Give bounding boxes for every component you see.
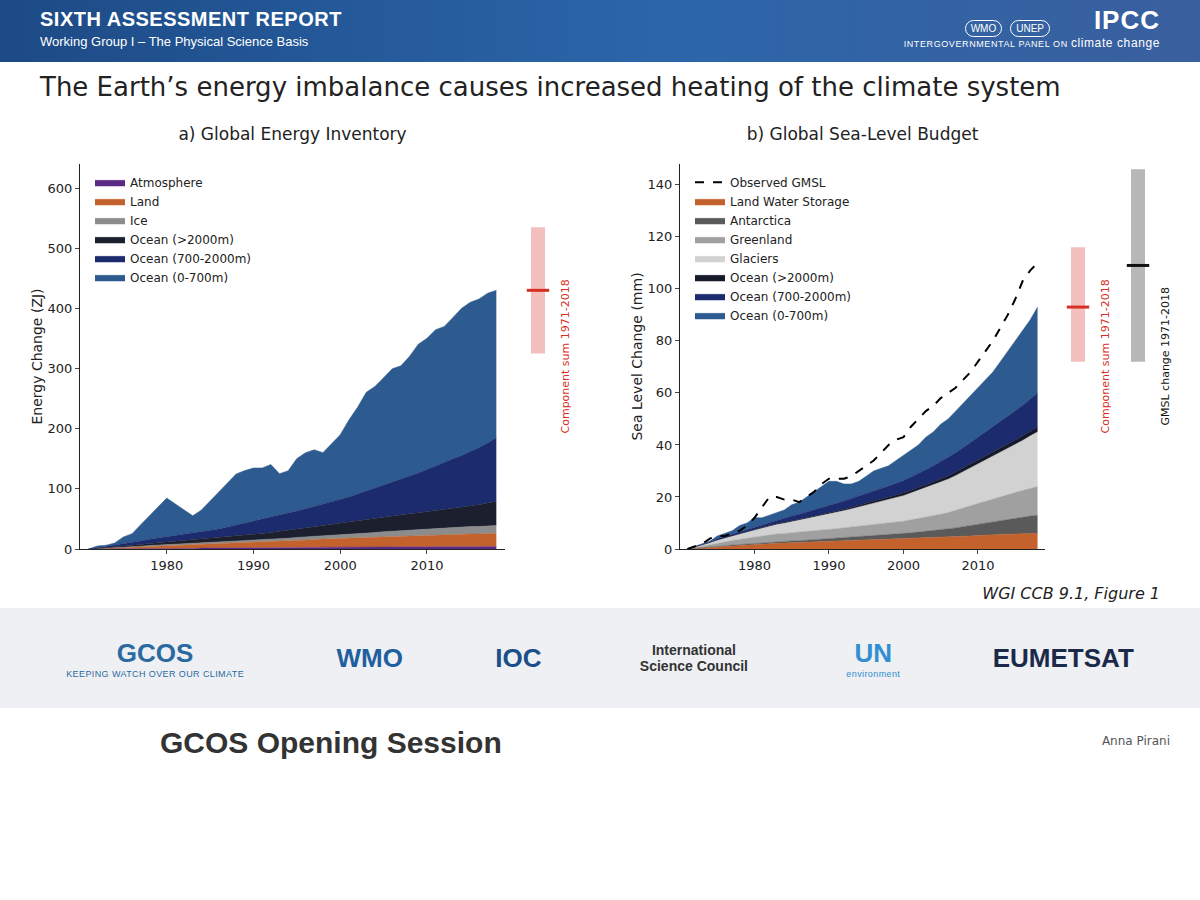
html-text:KEEPING WATCH OVER OUR CLIMATE: KEEPING WATCH OVER OUR CLIMATE — [66, 668, 245, 679]
svg-text:20: 20 — [656, 490, 673, 505]
svg-text:Ocean (>2000m): Ocean (>2000m) — [130, 233, 234, 247]
svg-text:Sea Level Change (mm): Sea Level Change (mm) — [629, 272, 645, 440]
svg-text:2010: 2010 — [961, 558, 994, 573]
html-text:SIXTH ASSESSMENT REPORT: SIXTH ASSESSMENT REPORT — [40, 8, 342, 30]
html-text:INTERGOVERNMENTAL PANEL ON cli: INTERGOVERNMENTAL PANEL ON climate chang… — [903, 36, 1160, 50]
svg-text:200: 200 — [48, 421, 73, 436]
html-text:IOC: IOC — [495, 642, 542, 673]
svg-text:Antarctica: Antarctica — [730, 214, 791, 228]
svg-text:Ocean (700-2000m): Ocean (700-2000m) — [130, 252, 251, 266]
svg-text:Ocean (0-700m): Ocean (0-700m) — [130, 271, 228, 285]
svg-text:Land: Land — [130, 195, 159, 209]
svg-text:0: 0 — [664, 542, 672, 557]
svg-text:120: 120 — [648, 229, 673, 244]
html-text:WMO: WMO — [970, 23, 997, 34]
html-text:UN: UN — [854, 637, 893, 668]
html-text:WGI CCB 9.1, Figure 1: WGI CCB 9.1, Figure 1 — [982, 584, 1160, 603]
svg-text:400: 400 — [48, 301, 73, 316]
svg-text:Component sum 1971-2018: Component sum 1971-2018 — [559, 279, 572, 433]
svg-text:2010: 2010 — [410, 558, 443, 573]
html-text:GCOS Opening Session: GCOS Opening Session — [160, 726, 502, 759]
html-text:Working Group I – The Physical: Working Group I – The Physical Science B… — [40, 34, 309, 49]
svg-text:Atmosphere: Atmosphere — [130, 176, 203, 190]
html-text:EUMETSAT: EUMETSAT — [992, 642, 1134, 673]
svg-text:Component sum 1971-2018: Component sum 1971-2018 — [1099, 279, 1112, 433]
svg-text:2000: 2000 — [887, 558, 920, 573]
svg-text:300: 300 — [48, 361, 73, 376]
svg-text:Ice: Ice — [130, 214, 148, 228]
svg-text:80: 80 — [656, 333, 673, 348]
svg-text:60: 60 — [656, 385, 673, 400]
svg-text:Ocean (>2000m): Ocean (>2000m) — [730, 271, 834, 285]
svg-text:Ocean (700-2000m): Ocean (700-2000m) — [730, 290, 851, 304]
html-text:Anna Pirani: Anna Pirani — [1101, 734, 1170, 748]
svg-text:Greenland: Greenland — [730, 233, 792, 247]
svg-text:Land Water Storage: Land Water Storage — [730, 195, 849, 209]
html-text:UNEP: UNEP — [1016, 23, 1044, 34]
svg-text:Energy Change (ZJ): Energy Change (ZJ) — [29, 288, 45, 424]
svg-text:140: 140 — [648, 177, 673, 192]
svg-text:Glaciers: Glaciers — [730, 252, 779, 266]
svg-text:500: 500 — [48, 241, 73, 256]
svg-text:100: 100 — [48, 481, 73, 496]
svg-text:1980: 1980 — [150, 558, 183, 573]
svg-text:2000: 2000 — [324, 558, 357, 573]
svg-text:a) Global Energy Inventory: a) Global Energy Inventory — [178, 124, 406, 144]
svg-text:Observed GMSL: Observed GMSL — [730, 176, 826, 190]
svg-text:40: 40 — [656, 438, 673, 453]
svg-text:0: 0 — [64, 542, 72, 557]
svg-text:b) Global Sea-Level Budget: b) Global Sea-Level Budget — [747, 124, 979, 144]
svg-text:1980: 1980 — [738, 558, 771, 573]
html-text:The Earth’s energy imbalance c: The Earth’s energy imbalance causes incr… — [40, 72, 1061, 102]
html-text:GCOS: GCOS — [116, 637, 194, 668]
html-text:environment: environment — [846, 668, 901, 679]
svg-text:GMSL change 1971-2018: GMSL change 1971-2018 — [1159, 287, 1172, 426]
html-text:IPCC: IPCC — [1093, 5, 1160, 35]
svg-text:600: 600 — [48, 181, 73, 196]
html-text:International Science Council: International Science Council — [639, 642, 748, 674]
svg-text:Ocean (0-700m): Ocean (0-700m) — [730, 309, 828, 323]
html-text:WMO: WMO — [336, 642, 403, 673]
svg-text:1990: 1990 — [812, 558, 845, 573]
svg-text:100: 100 — [648, 281, 673, 296]
svg-text:1990: 1990 — [237, 558, 270, 573]
